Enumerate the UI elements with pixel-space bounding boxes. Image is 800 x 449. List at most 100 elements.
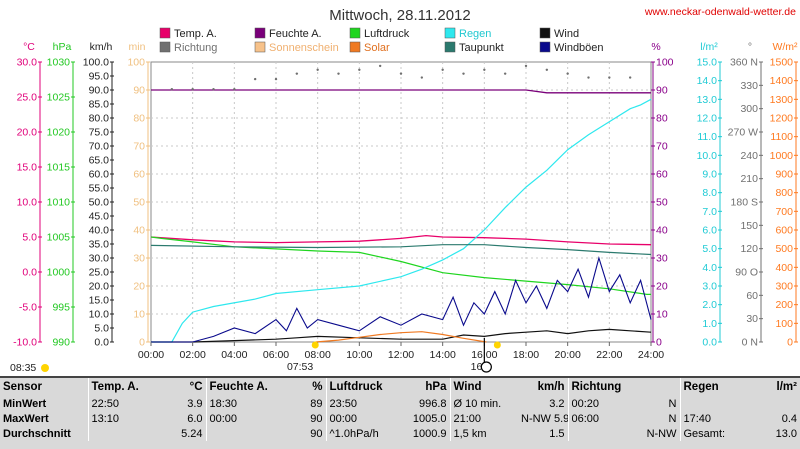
x-tick-label: 04:00 [221,349,247,361]
y-tick-label: 6.0 [702,225,717,237]
cell: 13:10 [87,411,148,426]
y-tick-label: 70 [656,141,668,153]
x-tick-label: 08:00 [305,349,331,361]
legend-swatch [539,41,551,53]
y-tick-label: 50 [656,197,668,209]
direction-point [420,76,424,79]
header-wind: Wind [449,378,518,396]
y-tick-label: 45.0 [89,211,110,223]
direction-point [628,76,632,79]
direction-point [503,72,507,75]
y-tick-label: 180 S [731,197,758,209]
y-tick-label: 30 [656,253,668,265]
y-tick-label: 210 [740,173,758,185]
direction-point [566,72,569,75]
cell: 23:50 [325,396,406,411]
y-tick-label: 15.0 [17,162,38,174]
y-tick-label: 20.0 [17,127,38,139]
site-link[interactable]: www.neckar-odenwald-wetter.de [644,6,796,18]
y-tick-label: 0 [139,337,145,349]
series-line-temp-a- [150,234,652,246]
y-tick-label: 10 [656,309,668,321]
stats-header-row: Sensor Temp. A. °C Feuchte A. % Luftdruc… [0,378,800,396]
legend-swatch [539,27,551,39]
y-tick-label: 13.0 [697,94,718,106]
y-tick-label: 0 [787,337,793,349]
y-tick-label: 1030 [47,57,71,69]
y-tick-label: 1025 [47,92,71,104]
y-tick-label: 150 [740,220,758,232]
header-sensor: Sensor [3,381,42,393]
direction-point [295,72,299,75]
y-tick-label: 60 [133,169,145,181]
y-tick-label: 80 [133,113,145,125]
legend-label: Sonnenschein [269,42,339,54]
chart-title: Mittwoch, 28.11.2012 [329,7,470,24]
y-tick-label: 85.0 [89,99,110,111]
direction-point [378,64,382,68]
series-line-feuchte-a- [151,89,651,94]
moon-icon [480,361,492,373]
y-tick-label: 995 [52,302,70,314]
cell: 1005.0 [412,412,447,425]
y-tick-label: 0.0 [702,337,717,349]
row-label: Durchschnitt [3,427,71,440]
y-tick-label: 4.0 [702,262,717,274]
series-line-solar [315,331,487,343]
x-tick-label: 06:00 [263,349,289,361]
cell: Ø 10 min. [449,396,518,411]
y-tick-label: 30.0 [89,253,110,265]
cell: 1000.9 [412,427,447,440]
cell [205,426,268,441]
cell: 18:30 [205,396,268,411]
direction-point [399,72,403,75]
y-tick-label: 5.0 [22,232,37,244]
y-tick-label: 100 [656,57,674,69]
direction-point [462,72,465,75]
cell: 3.2 [549,397,565,410]
y-tick-label: 20 [656,281,668,293]
legend-label: Feuchte A. [269,28,322,40]
stats-row-max: MaxWert 13:10 6.0 00:00 90 00:00 1005.0 … [0,411,800,426]
statistics-table: Sensor Temp. A. °C Feuchte A. % Luftdruc… [0,378,800,441]
y-tick-label: 90 O [735,267,758,279]
y-tick-label: 90 [656,85,668,97]
y-tick-label: 60 [746,290,758,302]
y-tick-label: 35.0 [89,239,110,251]
y-tick-label: 90 [133,85,145,97]
y-tick-label: 95.0 [89,71,110,83]
direction-point [274,77,278,81]
direction-point [545,68,549,71]
y-tick-label: 40 [656,225,668,237]
header-feuchte: Feuchte A. [205,378,268,396]
y-tick-label: 0 [656,337,662,349]
header-feuchte-unit: % [312,381,323,393]
cell [87,426,148,441]
y-tick-label: 400 [775,262,793,274]
y-tick-label: 10.0 [89,309,110,321]
y-tick-label: 3.0 [702,281,717,293]
statistics-panel: Sensor Temp. A. °C Feuchte A. % Luftdruc… [0,376,800,449]
y-tick-label: 900 [775,169,793,181]
y-tick-label: 25.0 [89,267,110,279]
cell: 6.0 [187,412,203,425]
chart-legend: Temp. A. Feuchte A. Luftdruck Regen Wind Rich… [159,27,604,54]
y-tick-label: 5.0 [702,243,717,255]
y-tick-label: 200 [775,299,793,311]
y-tick-label: 0 N [742,337,758,349]
header-luftdruck: Luftdruck [325,378,406,396]
cell: 90 [310,427,323,440]
axis-unit-header: °C [23,41,35,53]
cell [679,396,740,411]
legend-swatch [444,41,456,53]
y-tick-label: 0.0 [22,267,37,279]
y-tick-label: 10.0 [697,150,718,162]
axis-unit-header: W/m² [772,41,798,53]
legend-label: Wind [554,28,579,40]
y-tick-label: 120 [740,243,758,255]
row-label: MaxWert [3,412,49,425]
y-tick-label: 270 W [728,127,758,139]
time-markers: 08:35 07:53 16 [10,338,501,374]
legend-label: Taupunkt [459,42,504,54]
stats-row-min: MinWert 22:50 3.9 18:30 89 23:50 996.8 Ø… [0,396,800,411]
